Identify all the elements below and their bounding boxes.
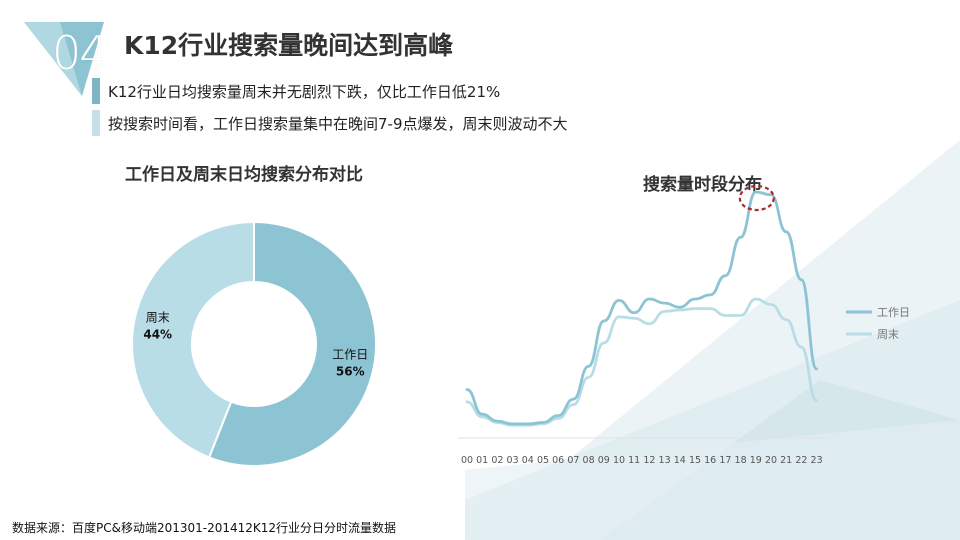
bullet-point-2: 按搜索时间看，工作日搜索量集中在晚间7-9点爆发，周末则波动不大 [92, 110, 568, 136]
bullet-bar [92, 110, 100, 136]
bullet-point-1: K12行业日均搜索量周末并无剧烈下跌，仅比工作日低21% [92, 78, 500, 104]
donut-chart-title: 工作日及周末日均搜索分布对比 [125, 165, 363, 185]
line-chart-title: 搜索量时段分布 [643, 175, 762, 195]
bullet-text: 按搜索时间看，工作日搜索量集中在晚间7-9点爆发，周末则波动不大 [108, 114, 568, 133]
page-title: K12行业搜索量晚间达到高峰 [124, 31, 454, 60]
data-source-note: 数据来源：百度PC&移动端201301-201412K12行业分日分时流量数据 [12, 521, 397, 535]
bullet-text: K12行业日均搜索量周末并无剧烈下跌，仅比工作日低21% [108, 82, 501, 101]
bullet-bar [92, 78, 100, 104]
slide-number: 04 [52, 26, 109, 80]
